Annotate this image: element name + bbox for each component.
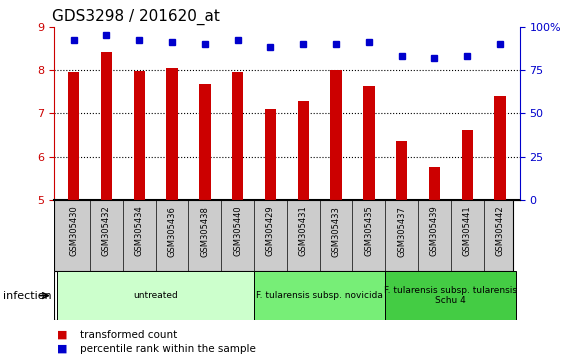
Text: GSM305441: GSM305441: [463, 206, 472, 256]
Text: infection: infection: [3, 291, 52, 301]
Bar: [199, 84, 211, 200]
Text: GSM305436: GSM305436: [168, 206, 177, 257]
Bar: [133, 71, 145, 200]
Text: transformed count: transformed count: [80, 330, 177, 339]
Text: GSM305440: GSM305440: [233, 206, 242, 256]
Text: F. tularensis subsp. tularensis
Schu 4: F. tularensis subsp. tularensis Schu 4: [385, 286, 517, 305]
Text: GSM305433: GSM305433: [332, 206, 341, 257]
Bar: [57, 271, 254, 320]
Text: ■: ■: [57, 344, 67, 354]
Bar: [232, 72, 243, 200]
Bar: [494, 96, 506, 200]
Bar: [265, 109, 276, 200]
Text: GSM305430: GSM305430: [69, 206, 78, 256]
Text: GSM305438: GSM305438: [201, 206, 210, 257]
Text: GSM305431: GSM305431: [299, 206, 308, 256]
Text: GSM305429: GSM305429: [266, 206, 275, 256]
Bar: [166, 68, 178, 200]
Bar: [461, 130, 473, 200]
Text: percentile rank within the sample: percentile rank within the sample: [80, 344, 256, 354]
Bar: [363, 86, 374, 200]
Text: GSM305437: GSM305437: [397, 206, 406, 257]
Text: ■: ■: [57, 330, 67, 339]
Text: GSM305439: GSM305439: [430, 206, 439, 256]
Text: GDS3298 / 201620_at: GDS3298 / 201620_at: [52, 9, 219, 25]
Bar: [331, 70, 342, 200]
Bar: [385, 271, 516, 320]
Bar: [396, 142, 407, 200]
Text: GSM305434: GSM305434: [135, 206, 144, 256]
Text: F. tularensis subsp. novicida: F. tularensis subsp. novicida: [256, 291, 383, 300]
Bar: [298, 101, 309, 200]
Bar: [254, 271, 385, 320]
Text: GSM305442: GSM305442: [495, 206, 504, 256]
Bar: [429, 167, 440, 200]
Text: GSM305432: GSM305432: [102, 206, 111, 256]
Text: untreated: untreated: [133, 291, 178, 300]
Text: GSM305435: GSM305435: [364, 206, 373, 256]
Bar: [101, 52, 112, 200]
Bar: [68, 72, 80, 200]
